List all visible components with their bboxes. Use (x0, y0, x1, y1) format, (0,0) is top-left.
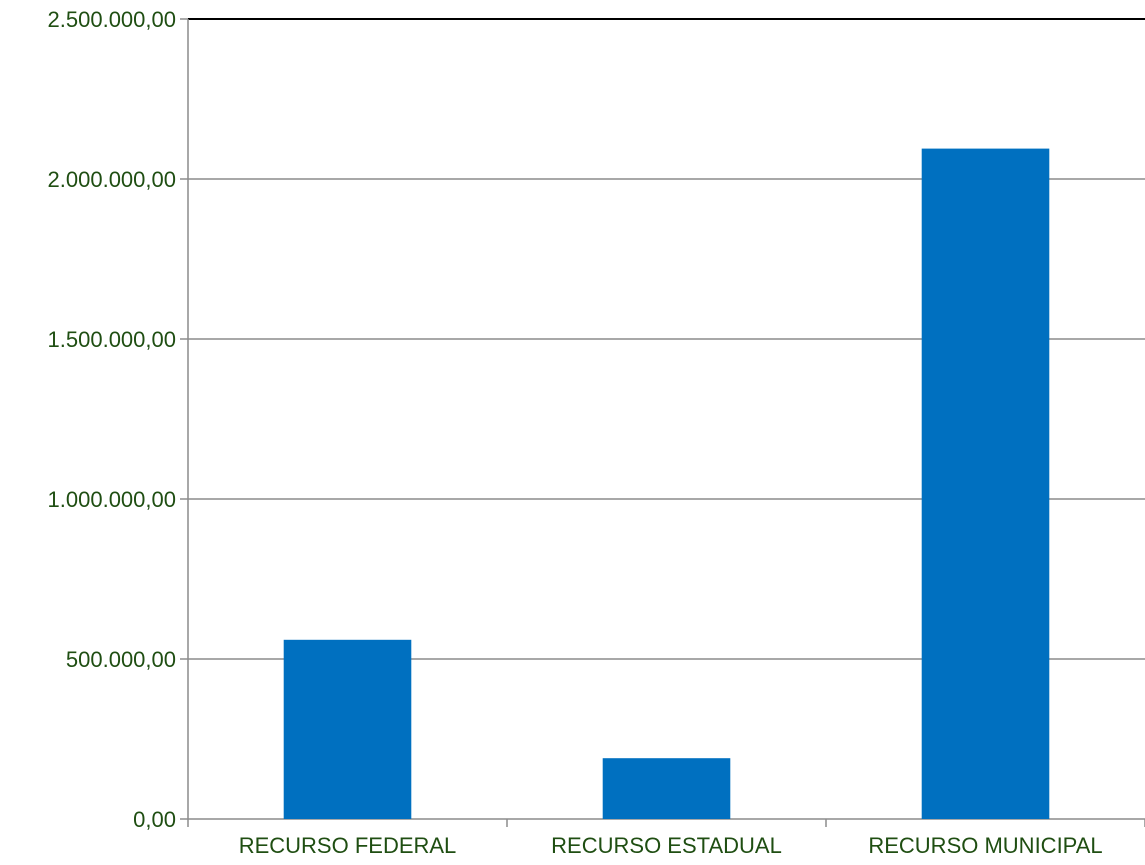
y-tick-label: 1.500.000,00 (48, 327, 176, 352)
y-tick-label: 0,00 (133, 807, 176, 832)
y-tick-label: 500.000,00 (66, 647, 176, 672)
bar-1 (283, 639, 412, 819)
y-tick-labels: 0,00 500.000,00 1.000.000,00 1.500.000,00 2.… (48, 7, 176, 832)
y-tick-label: 2.000.000,00 (48, 167, 176, 192)
bar-2 (602, 758, 731, 819)
bars (283, 148, 1050, 820)
x-tick-labels: RECURSO FEDERAL RECURSO ESTADUAL RECURSO M… (239, 833, 1103, 858)
bar-3 (921, 148, 1050, 820)
x-tick-label: RECURSO MUNICIPAL (868, 833, 1102, 858)
x-tick-label: RECURSO FEDERAL (239, 833, 457, 858)
x-tick-label: RECURSO ESTADUAL (551, 833, 782, 858)
y-tick-label: 2.500.000,00 (48, 7, 176, 32)
y-tick-label: 1.000.000,00 (48, 487, 176, 512)
